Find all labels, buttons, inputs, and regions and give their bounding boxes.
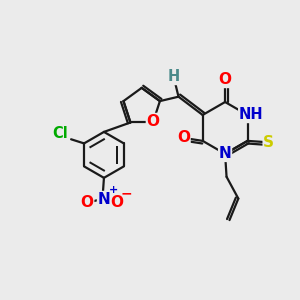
- Text: O: O: [219, 72, 232, 87]
- Text: NH: NH: [239, 107, 263, 122]
- Text: H: H: [168, 70, 180, 85]
- Text: N: N: [98, 192, 110, 207]
- Text: O: O: [177, 130, 190, 146]
- Text: +: +: [109, 184, 118, 195]
- Text: O: O: [111, 195, 124, 210]
- Text: S: S: [263, 135, 274, 150]
- Text: N: N: [219, 146, 232, 161]
- Text: O: O: [81, 195, 94, 210]
- Text: −: −: [121, 186, 132, 200]
- Text: Cl: Cl: [52, 126, 68, 141]
- Text: O: O: [146, 113, 159, 128]
